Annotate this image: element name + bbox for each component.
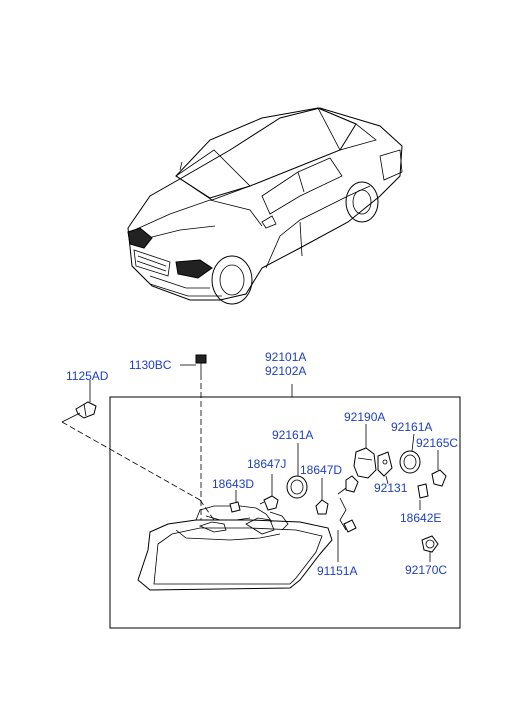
bulb-18642E-part (417, 483, 429, 510)
label-92161A-left: 92161A (272, 428, 313, 442)
label-1130BC: 1130BC (129, 358, 172, 372)
label-91151A: 91151A (317, 564, 357, 578)
bulb-18647D-part (315, 499, 329, 515)
exploded-view-frame (109, 396, 461, 629)
headlamp-assembly (137, 505, 333, 591)
screw-1130BC-part (195, 354, 207, 374)
bolt-1125AD-part (61, 401, 97, 423)
label-92102A: 92102A (265, 364, 306, 378)
label-1125AD: 1125AD (66, 369, 109, 383)
label-92190A: 92190A (344, 410, 385, 424)
wiring-91151A-part (337, 497, 357, 562)
label-18647J: 18647J (247, 457, 286, 471)
socket-92170C-part (421, 535, 439, 553)
label-92101A: 92101A (265, 350, 306, 364)
label-92131: 92131 (374, 481, 408, 495)
bulb-cap-92161A-left-part (286, 475, 308, 499)
bulb-18643D-part (229, 501, 241, 513)
label-92170C: 92170C (405, 563, 447, 577)
label-18643D: 18643D (212, 477, 254, 491)
label-92165C: 92165C (416, 436, 458, 450)
bulb-cap-92161A-right-part (399, 450, 421, 474)
bulb-18647J-part (259, 495, 279, 511)
cap-92165C-part (431, 469, 447, 487)
label-18642E: 18642E (400, 511, 441, 525)
label-92161A-right: 92161A (391, 420, 432, 434)
socket-92190A-part (337, 447, 377, 495)
bracket-92131-part (377, 451, 393, 477)
label-18647D: 18647D (300, 463, 342, 477)
car-illustration (127, 107, 403, 305)
